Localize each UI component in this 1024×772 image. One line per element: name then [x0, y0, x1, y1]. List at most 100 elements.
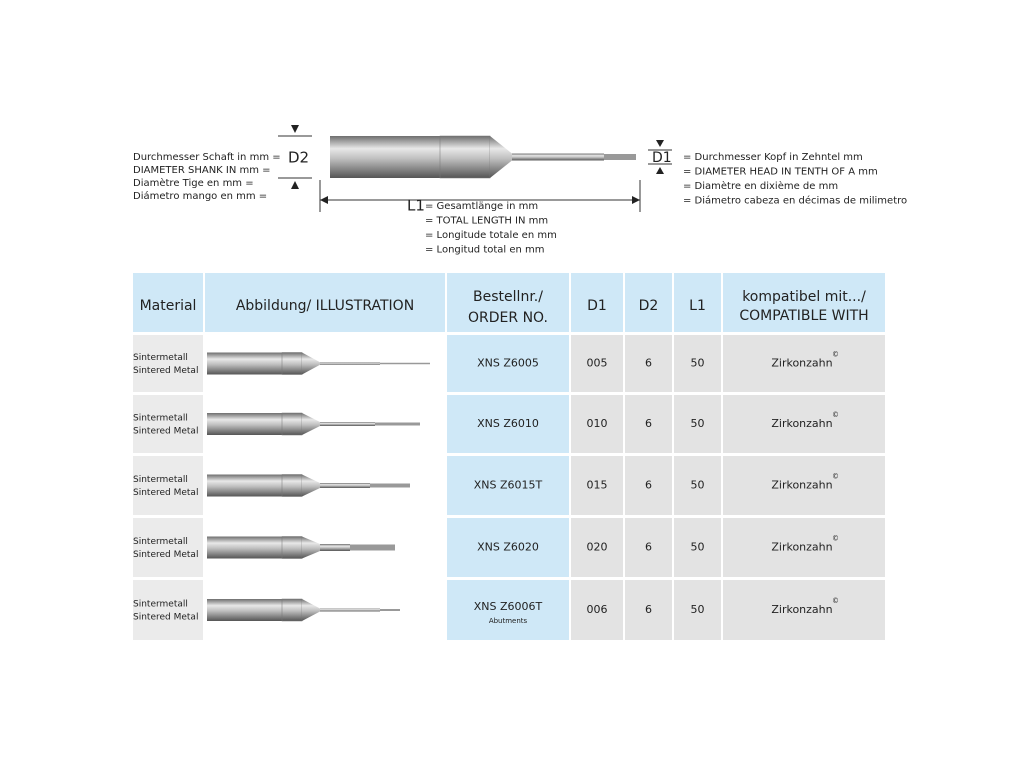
material: Sintered Metal — [133, 550, 198, 560]
d1-value: 006 — [587, 603, 608, 616]
l1-value: 50 — [691, 479, 705, 492]
arrow — [632, 196, 640, 204]
tool-tip — [604, 154, 636, 160]
tool-neck — [320, 608, 380, 612]
d2-label: D2 — [288, 149, 309, 167]
table-cell — [674, 580, 721, 640]
d2-value: 6 — [645, 417, 652, 430]
tool-taper — [490, 136, 512, 178]
copyright: © — [832, 597, 839, 605]
table-cell — [133, 395, 203, 453]
d1-value: 020 — [587, 541, 608, 554]
table-cell — [625, 580, 672, 640]
tool-taper — [302, 474, 320, 497]
table-cell — [571, 518, 623, 577]
copyright: © — [832, 351, 839, 359]
d2-desc: Durchmesser Schaft in mm = — [133, 152, 281, 163]
tool-neck — [320, 544, 350, 551]
tool-shank — [207, 413, 282, 435]
l1-value: 50 — [691, 357, 705, 370]
tool-collar — [281, 536, 303, 559]
header-text: D2 — [639, 298, 659, 314]
tool-tip — [370, 483, 410, 488]
table-cell — [723, 395, 885, 453]
l1-desc: = Longitude totale en mm — [425, 230, 557, 241]
header-text: Material — [140, 298, 197, 314]
table-cell — [447, 518, 569, 577]
compat: Zirkonzahn — [771, 479, 832, 492]
tool-taper — [302, 413, 320, 435]
table-cell — [674, 395, 721, 453]
order-no: XNS Z6010 — [477, 417, 539, 430]
d1-value: 005 — [587, 357, 608, 370]
copyright: © — [832, 535, 839, 543]
l1-value: 50 — [691, 417, 705, 430]
header-text: D1 — [587, 298, 607, 314]
order-no: XNS Z6015T — [474, 479, 543, 492]
arrow — [656, 167, 664, 174]
l1-label: L1 — [407, 197, 425, 215]
table-cell — [674, 335, 721, 392]
material: Sintermetall — [133, 475, 188, 485]
header-cell — [674, 273, 721, 332]
tool-collar — [281, 352, 303, 375]
table-cell — [625, 395, 672, 453]
order-note: Abutments — [489, 617, 528, 625]
tool-tip — [380, 362, 430, 365]
table-cell — [447, 580, 569, 640]
d2-value: 6 — [645, 479, 652, 492]
header-cell — [205, 273, 445, 332]
table-cell — [674, 518, 721, 577]
table-cell — [723, 580, 885, 640]
header-text: L1 — [689, 298, 706, 314]
tool-collar — [281, 474, 303, 497]
l1-desc: = TOTAL LENGTH IN mm — [425, 216, 548, 227]
material: Sintered Metal — [133, 488, 198, 498]
table-cell — [625, 518, 672, 577]
table-cell — [133, 580, 203, 640]
table-cell — [571, 456, 623, 515]
table-cell — [723, 335, 885, 392]
header-text: COMPATIBLE WITH — [739, 308, 868, 324]
tool-neck — [320, 362, 380, 365]
compat: Zirkonzahn — [771, 357, 832, 370]
tool-shank — [207, 352, 282, 375]
tool-neck — [512, 153, 604, 161]
copyright: © — [832, 411, 839, 419]
tool-collar — [439, 135, 491, 179]
l1-value: 50 — [691, 541, 705, 554]
d1-label: D1 — [652, 150, 672, 166]
d2-desc: Diámetro mango en mm = — [133, 190, 267, 202]
tool-tip — [380, 609, 400, 611]
header-cell — [571, 273, 623, 332]
table-cell — [571, 580, 623, 640]
header-text: kompatibel mit.../ — [742, 289, 866, 305]
tool-collar — [281, 412, 303, 436]
arrow — [656, 140, 664, 147]
table-cell — [723, 456, 885, 515]
l1-desc: = Longitud total en mm — [425, 245, 545, 256]
d1-desc: = Diamètre en dixième de mm — [683, 180, 838, 192]
d1-value: 015 — [587, 479, 608, 492]
table-cell — [447, 335, 569, 392]
tool-tip — [350, 544, 395, 551]
tool-shank — [207, 536, 282, 559]
material: Sintered Metal — [133, 427, 198, 437]
table-cell — [133, 518, 203, 577]
l1-desc: = Gesamtlänge in mm — [425, 201, 538, 212]
tool-collar — [281, 598, 303, 622]
d1-desc: = Diámetro cabeza en décimas de milimetr… — [683, 195, 907, 207]
material: Sintered Metal — [133, 613, 198, 623]
tool-taper — [302, 536, 320, 559]
arrow — [291, 125, 299, 133]
tool-taper — [302, 352, 320, 375]
material: Sintermetall — [133, 353, 188, 363]
table-cell — [674, 456, 721, 515]
compat: Zirkonzahn — [771, 417, 832, 430]
table-cell — [447, 395, 569, 453]
d2-desc: DIAMETER SHANK IN mm = — [133, 165, 271, 176]
header-text: Abbildung/ ILLUSTRATION — [236, 298, 414, 314]
header-text: Bestellnr./ — [473, 289, 543, 305]
table-cell — [723, 518, 885, 577]
